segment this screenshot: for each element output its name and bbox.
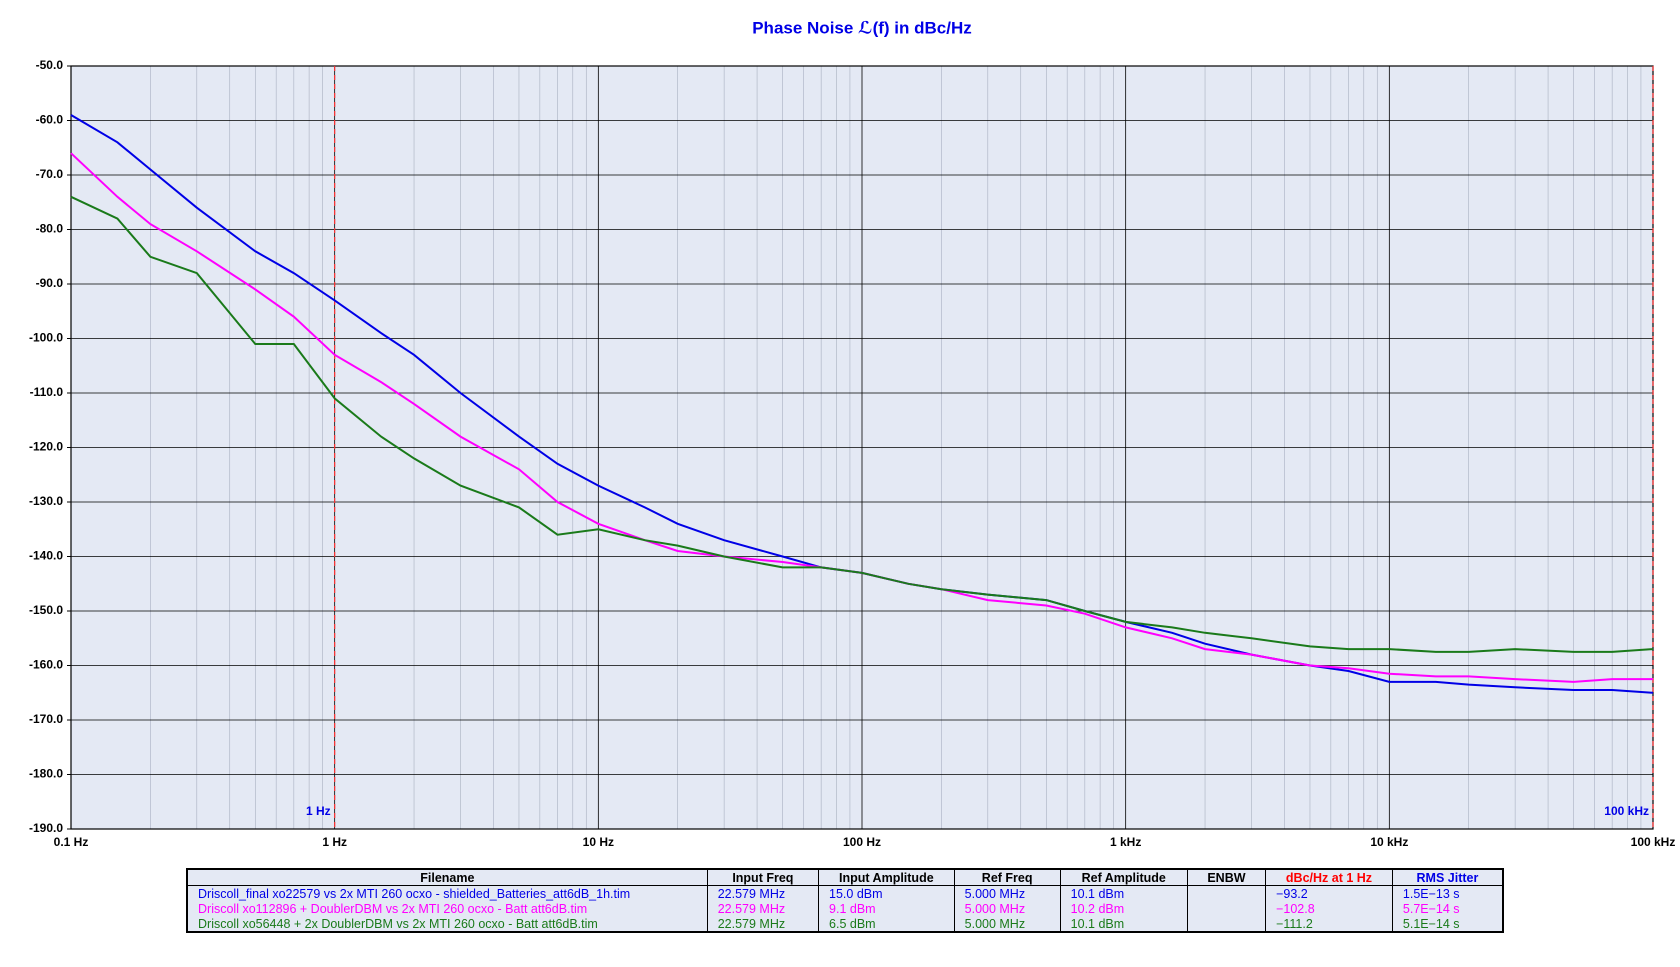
x-tick-label: 0.1 Hz — [54, 835, 89, 849]
table-header: Ref Freq — [953, 869, 1061, 886]
legend-row: Driscoll xo112896 + DoublerDBM vs 2x MTI… — [186, 901, 1504, 916]
table-cell: 5.1E−14 s — [1391, 916, 1504, 932]
legend-entry: Driscoll_final xo22579 vs 2x MTI 260 ocx… — [186, 885, 708, 901]
x-tick-label: 10 Hz — [583, 835, 614, 849]
x-tick-label: 100 Hz — [843, 835, 881, 849]
y-tick-label: -70.0 — [36, 167, 64, 181]
table-cell: −93.2 — [1265, 885, 1393, 901]
y-tick-label: -130.0 — [29, 494, 63, 508]
y-tick-label: -60.0 — [36, 113, 64, 127]
table-cell: 5.000 MHz — [953, 885, 1061, 901]
marker-label: 100 kHz — [1604, 804, 1649, 818]
table-cell: 15.0 dBm — [818, 885, 955, 901]
x-tick-label: 10 kHz — [1370, 835, 1408, 849]
table-cell: 9.1 dBm — [818, 901, 955, 916]
table-cell: 22.579 MHz — [706, 901, 820, 916]
table-header: Input Freq — [706, 869, 820, 886]
marker-label: 1 Hz — [306, 804, 331, 818]
table-header: Ref Amplitude — [1059, 869, 1188, 886]
legend-row: Driscoll xo56448 + 2x DoublerDBM vs 2x M… — [186, 916, 1504, 932]
y-tick-label: -100.0 — [29, 331, 63, 345]
y-tick-label: -50.0 — [36, 58, 64, 72]
y-tick-label: -160.0 — [29, 658, 63, 672]
table-header: dBc/Hz at 1 Hz — [1265, 869, 1393, 886]
x-tick-label: 1 Hz — [322, 835, 347, 849]
table-cell: 1.5E−13 s — [1391, 885, 1504, 901]
series-line — [70, 195, 1654, 653]
y-tick-label: -120.0 — [29, 440, 63, 454]
chart-title: Phase Noise ℒ(f) in dBc/Hz — [752, 18, 972, 37]
y-tick-label: -170.0 — [29, 712, 63, 726]
y-tick-label: -140.0 — [29, 549, 63, 563]
table-cell: 5.000 MHz — [953, 916, 1061, 932]
y-tick-label: -180.0 — [29, 767, 63, 781]
table-cell: 10.1 dBm — [1059, 916, 1188, 932]
y-tick-label: -80.0 — [36, 222, 64, 236]
y-tick-label: -90.0 — [36, 276, 64, 290]
table-cell: −111.2 — [1265, 916, 1393, 932]
table-header: ENBW — [1186, 869, 1267, 886]
table-cell — [1186, 916, 1267, 932]
legend-entry: Driscoll xo56448 + 2x DoublerDBM vs 2x M… — [186, 916, 708, 932]
table-header: RMS Jitter — [1391, 869, 1504, 886]
y-tick-label: -150.0 — [29, 603, 63, 617]
table-cell: 6.5 dBm — [818, 916, 955, 932]
table-cell: 10.1 dBm — [1059, 885, 1188, 901]
table-cell — [1186, 901, 1267, 916]
table-cell: 10.2 dBm — [1059, 901, 1188, 916]
table-header: Input Amplitude — [818, 869, 955, 886]
x-tick-label: 100 kHz — [1631, 835, 1676, 849]
table-cell — [1186, 885, 1267, 901]
legend-table: Filename Input Freq Input Amplitude Ref Fre… — [186, 868, 1504, 933]
table-cell: 5.7E−14 s — [1391, 901, 1504, 916]
table-header: Filename — [186, 869, 708, 886]
legend-row: Driscoll_final xo22579 vs 2x MTI 260 ocx… — [186, 885, 1504, 901]
x-tick-label: 1 kHz — [1110, 835, 1141, 849]
table-cell: −102.8 — [1265, 901, 1393, 916]
table-cell: 5.000 MHz — [953, 901, 1061, 916]
table-cell: 22.579 MHz — [706, 916, 820, 932]
table-cell: 22.579 MHz — [706, 885, 820, 901]
legend-entry: Driscoll xo112896 + DoublerDBM vs 2x MTI… — [186, 901, 708, 916]
y-tick-label: -190.0 — [29, 821, 63, 835]
y-tick-label: -110.0 — [30, 385, 64, 399]
